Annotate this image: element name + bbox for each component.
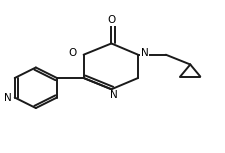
Text: N: N xyxy=(4,93,12,103)
Text: O: O xyxy=(107,15,115,25)
Text: N: N xyxy=(141,48,148,58)
Text: N: N xyxy=(110,90,117,100)
Text: O: O xyxy=(68,48,77,58)
